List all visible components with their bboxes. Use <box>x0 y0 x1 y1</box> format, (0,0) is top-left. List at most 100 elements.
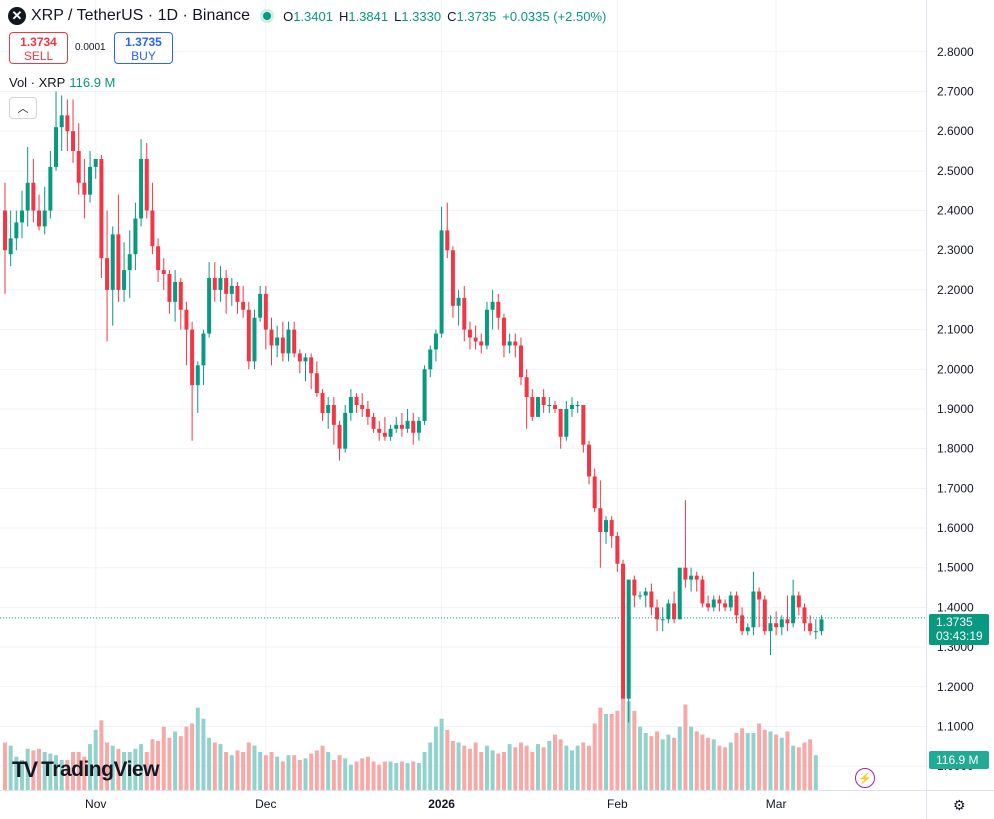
candle-body <box>604 520 609 532</box>
last-price-tag: 1.3735 03:43:19 <box>929 614 989 645</box>
candle-body <box>496 301 501 318</box>
volume-bar <box>309 753 314 790</box>
volume-bar <box>416 763 421 790</box>
volume-bar <box>48 753 53 790</box>
candle-body <box>110 234 115 290</box>
volume-bar <box>655 731 660 790</box>
candle-body <box>456 297 461 306</box>
candle-body <box>819 619 824 632</box>
collapse-legend-button[interactable]: ︿ <box>9 97 37 119</box>
candle-body <box>774 623 779 628</box>
volume-bar <box>785 731 790 790</box>
tradingview-logo[interactable]: TV TradingView <box>12 757 159 783</box>
candle-body <box>796 595 801 608</box>
candle-body <box>677 567 682 620</box>
candle-body <box>337 424 342 449</box>
volume-bar <box>224 752 229 790</box>
candle-body <box>570 405 574 409</box>
volume-bar <box>723 747 728 790</box>
x-axis-tick-label: Feb <box>607 797 628 811</box>
candle-body <box>394 424 399 429</box>
candle-body <box>802 607 807 624</box>
volume-bar <box>269 752 274 790</box>
candle-body <box>246 309 251 362</box>
candle-body <box>37 210 42 227</box>
symbol-title[interactable]: XRP / TetherUS · 1D · Binance <box>31 7 251 24</box>
volume-bar <box>808 739 813 790</box>
candle-body <box>218 278 223 290</box>
volume-bar <box>263 755 268 790</box>
settings-gear-icon[interactable]: ⚙ <box>953 797 966 813</box>
candle-body <box>462 297 467 330</box>
volume-bar <box>490 750 495 790</box>
ohlc-high: H1.3841 <box>338 8 389 24</box>
candle-body <box>666 603 671 620</box>
spread-value: 0.0001 <box>75 42 106 53</box>
volume-bar <box>337 755 342 790</box>
y-axis-tick-label: 1.4000 <box>937 600 974 614</box>
candle-body <box>258 293 263 318</box>
candle-body <box>3 210 7 251</box>
xrp-x-logo-icon: ✕ <box>8 7 26 25</box>
candle-body <box>371 416 376 429</box>
volume-bar <box>399 761 404 790</box>
volume-bar <box>626 701 631 790</box>
candle-body <box>127 254 132 271</box>
volume-bar <box>683 704 688 790</box>
y-axis-tick-label: 2.5000 <box>937 164 974 178</box>
candle-body <box>655 607 660 620</box>
volume-bar <box>751 733 756 790</box>
volume-bar <box>326 752 331 790</box>
volume-bar <box>768 731 773 790</box>
sell-label: SELL <box>23 49 54 63</box>
candle-body <box>683 567 688 580</box>
volume-bar <box>774 734 779 790</box>
x-axis-tick-label: Nov <box>85 797 106 811</box>
volume-bar <box>762 729 767 790</box>
symbol-header: ✕ XRP / TetherUS · 1D · Binance O1.3401 … <box>8 5 606 27</box>
candle-body <box>54 127 59 167</box>
candle-body <box>275 337 280 346</box>
candle-body <box>88 166 93 195</box>
sell-button[interactable]: 1.3734 SELL <box>9 32 68 64</box>
volume-bar <box>643 733 648 790</box>
volume-bar <box>3 742 7 790</box>
candle-body <box>728 595 733 608</box>
volume-bar <box>42 752 47 790</box>
candle-body <box>280 337 285 354</box>
volume-legend[interactable]: Vol · XRP 116.9 M <box>9 75 115 90</box>
volume-bar <box>757 723 762 790</box>
candle-body <box>808 623 813 632</box>
volume-bar <box>411 761 416 790</box>
volume-bar <box>530 752 535 790</box>
volume-bar <box>700 734 705 790</box>
buy-button[interactable]: 1.3735 BUY <box>114 32 173 64</box>
candle-body <box>564 408 569 437</box>
candle-body <box>354 397 359 405</box>
tradingview-tv-icon: TV <box>12 757 38 782</box>
volume-legend-label: Vol · XRP <box>9 75 66 90</box>
candle-body <box>297 353 302 362</box>
y-axis-tick-label: 2.4000 <box>937 204 974 218</box>
volume-bar <box>195 707 200 790</box>
volume-bar <box>178 736 183 790</box>
candle-body <box>343 412 348 449</box>
volume-bar <box>433 726 438 790</box>
lightning-icon[interactable]: ⚡ <box>855 768 875 788</box>
volume-bar <box>581 742 586 790</box>
volume-bar <box>388 761 393 790</box>
volume-bar <box>320 745 325 790</box>
y-axis-tick-label: 1.8000 <box>937 442 974 456</box>
candle-body <box>326 405 331 413</box>
candle-body <box>575 405 580 406</box>
volume-bar <box>740 728 745 790</box>
candle-body <box>643 591 648 596</box>
candle-body <box>42 210 47 227</box>
candle-body <box>700 579 705 604</box>
candle-body <box>552 405 557 409</box>
volume-bar <box>235 750 240 790</box>
candle-body <box>791 595 796 624</box>
volume-bar <box>598 707 603 790</box>
